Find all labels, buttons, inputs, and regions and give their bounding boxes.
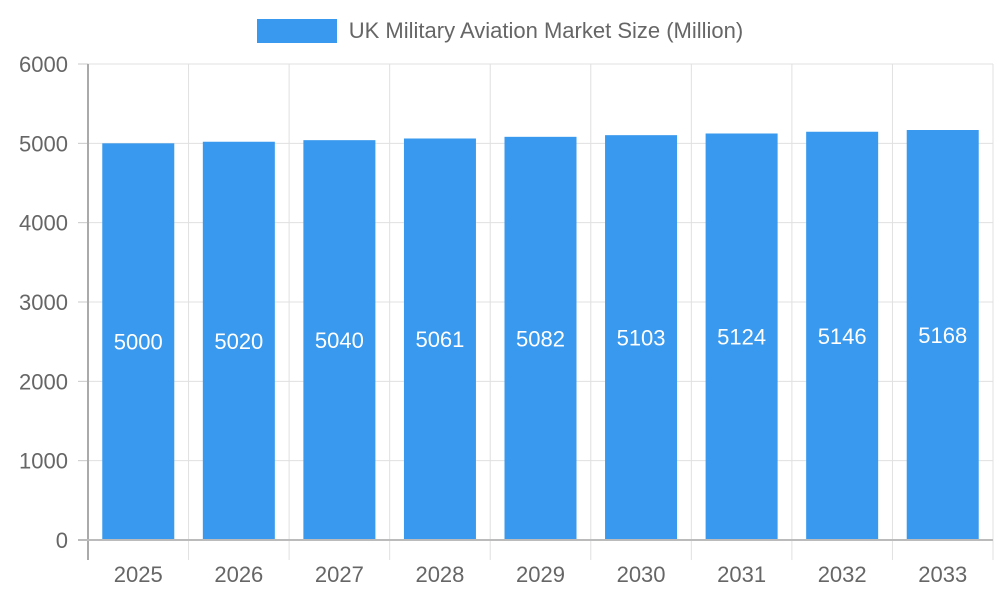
y-tick-label: 2000 — [19, 369, 68, 394]
bar-2029[interactable] — [504, 136, 577, 540]
x-tick-label: 2030 — [617, 562, 666, 587]
y-tick-label: 1000 — [19, 449, 68, 474]
bar-value-label: 5040 — [315, 328, 364, 353]
bar-2031[interactable] — [705, 133, 778, 540]
chart-legend: UK Military Aviation Market Size (Millio… — [0, 18, 1000, 44]
y-tick-label: 5000 — [19, 131, 68, 156]
y-tick-label: 0 — [56, 528, 68, 553]
legend-swatch[interactable] — [256, 19, 337, 43]
x-tick-label: 2027 — [315, 562, 364, 587]
bar-2028[interactable] — [403, 138, 476, 540]
x-tick-label: 2028 — [415, 562, 464, 587]
bar-2033[interactable] — [906, 130, 979, 540]
y-tick-label: 4000 — [19, 211, 68, 236]
bar-2026[interactable] — [202, 141, 275, 540]
bar-2025[interactable] — [102, 143, 175, 541]
y-tick-label: 3000 — [19, 290, 68, 315]
bar-value-label: 5061 — [415, 327, 464, 352]
bar-2027[interactable] — [303, 140, 376, 540]
bar-value-label: 5000 — [114, 330, 163, 355]
bar-value-label: 5146 — [818, 324, 867, 349]
y-tick-label: 6000 — [19, 52, 68, 77]
x-tick-label: 2033 — [918, 562, 967, 587]
x-tick-label: 2032 — [818, 562, 867, 587]
x-tick-label: 2031 — [717, 562, 766, 587]
x-tick-label: 2025 — [114, 562, 163, 587]
bar-value-label: 5124 — [717, 325, 766, 350]
x-tick-label: 2029 — [516, 562, 565, 587]
bar-value-label: 5103 — [617, 326, 666, 351]
bar-value-label: 5020 — [214, 329, 263, 354]
bar-2032[interactable] — [806, 131, 879, 540]
legend-label: UK Military Aviation Market Size (Millio… — [348, 18, 744, 43]
bar-2030[interactable] — [605, 135, 678, 541]
bar-value-label: 5082 — [516, 326, 565, 351]
x-tick-label: 2026 — [214, 562, 263, 587]
bar-value-label: 5168 — [918, 323, 967, 348]
